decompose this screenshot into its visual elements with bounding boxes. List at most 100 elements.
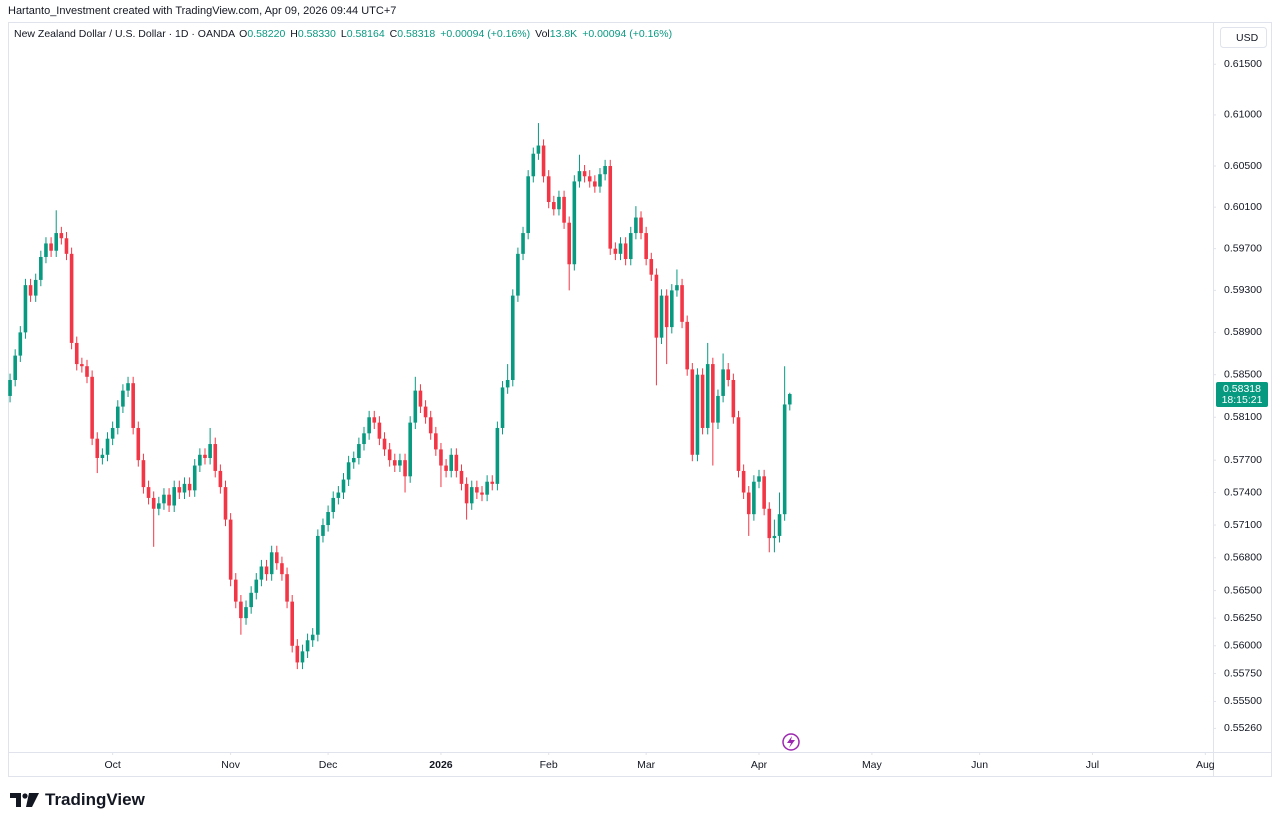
- candle-body: [444, 465, 448, 471]
- candle-body: [357, 444, 361, 459]
- candle-body: [85, 366, 89, 377]
- candle-body: [705, 364, 710, 428]
- y-tick-label: 0.58900: [1224, 326, 1262, 338]
- candle-body: [126, 383, 130, 391]
- candle-body: [726, 369, 731, 380]
- candle-body: [670, 290, 674, 328]
- lightning-icon[interactable]: [782, 733, 800, 751]
- candle-body: [772, 535, 777, 539]
- candle-body: [767, 508, 772, 539]
- y-tick-label: 0.60100: [1224, 201, 1262, 213]
- candle-body: [777, 514, 782, 536]
- candle-body: [398, 460, 402, 466]
- y-tick-label: 0.55260: [1224, 722, 1262, 734]
- last-price-label: 0.58318: [1223, 383, 1261, 395]
- legend-value: 13.8K: [549, 28, 578, 40]
- candle-body: [449, 454, 454, 471]
- candle-body: [505, 379, 510, 388]
- candle-body: [577, 171, 582, 182]
- candle-body: [146, 487, 151, 498]
- candle-body: [110, 427, 115, 439]
- candle-body: [557, 196, 561, 210]
- candle-body: [280, 563, 284, 575]
- candle-body: [33, 279, 38, 296]
- candle-body: [131, 383, 135, 428]
- x-tick-label: Jun: [971, 759, 988, 771]
- candle-body: [603, 166, 607, 175]
- candle-body: [321, 525, 325, 536]
- y-tick-label: 0.56500: [1224, 584, 1262, 596]
- candle-body: [536, 145, 541, 154]
- candle-body: [13, 355, 17, 380]
- candle-body: [762, 476, 766, 509]
- candle-body: [285, 574, 289, 602]
- currency-label: USD: [1236, 32, 1259, 44]
- candle-body: [172, 487, 177, 506]
- attribution: Hartanto_Investment created with Trading…: [8, 5, 397, 17]
- candle-body: [64, 238, 69, 254]
- candle-body: [659, 295, 664, 338]
- footer: TradingView: [10, 790, 145, 810]
- candle-body: [649, 259, 654, 275]
- candle-body: [351, 458, 356, 463]
- candle-body: [187, 483, 192, 491]
- candle-body: [249, 592, 253, 608]
- candle-body: [587, 176, 592, 182]
- y-tick-label: 0.61500: [1224, 58, 1262, 70]
- x-tick-label: Aug: [1196, 759, 1215, 771]
- candle-body: [239, 601, 243, 619]
- candle-body: [608, 166, 613, 249]
- y-tick-label: 0.59300: [1224, 284, 1262, 296]
- candle-body: [464, 483, 469, 504]
- legend-value: 0.58318: [397, 28, 436, 40]
- candle-body: [741, 470, 746, 493]
- candle-body: [121, 390, 125, 407]
- candle-body: [151, 497, 156, 509]
- candle-body: [736, 417, 741, 471]
- y-tick-label: 0.56250: [1224, 612, 1262, 624]
- candle-body: [23, 285, 28, 333]
- candle-body: [644, 233, 648, 260]
- candle-body: [167, 494, 171, 506]
- candle-body: [69, 253, 74, 343]
- x-tick-label: Jul: [1086, 759, 1099, 771]
- candle-body: [562, 196, 566, 223]
- currency-button[interactable]: [1220, 27, 1267, 48]
- x-tick-label: Apr: [751, 759, 768, 771]
- candle-body: [675, 285, 679, 291]
- candle-body: [654, 274, 659, 338]
- candle-body: [690, 369, 695, 455]
- candle-body: [418, 390, 423, 407]
- candle-body: [700, 374, 705, 428]
- x-tick-label: Mar: [637, 759, 656, 771]
- legend-key: L: [340, 28, 347, 40]
- candle-body: [623, 243, 628, 260]
- candle-body: [752, 481, 756, 515]
- candle-body: [639, 217, 643, 234]
- candle-body: [300, 651, 305, 663]
- candle-body: [716, 395, 720, 423]
- y-tick-label: 0.61000: [1224, 109, 1262, 121]
- candle-body: [244, 607, 248, 619]
- candle-body: [613, 248, 618, 254]
- candle-body: [618, 243, 623, 254]
- y-tick-label: 0.57700: [1224, 454, 1262, 466]
- candle-body: [387, 449, 392, 461]
- x-tick-label: Feb: [540, 759, 558, 771]
- candle-body: [254, 579, 259, 593]
- candle-body: [475, 487, 479, 493]
- candle-body: [105, 438, 110, 455]
- candle-body: [192, 465, 197, 491]
- candle-body: [316, 535, 320, 635]
- candle-body: [264, 566, 269, 575]
- candle-body: [305, 640, 310, 652]
- candle-body: [541, 145, 546, 177]
- candle-body: [480, 492, 484, 495]
- x-tick-label: May: [862, 759, 883, 771]
- candle-body: [310, 634, 315, 641]
- candle-body: [757, 476, 761, 482]
- candle-body: [680, 285, 684, 322]
- candle-body: [510, 295, 515, 380]
- candle-body: [572, 181, 577, 265]
